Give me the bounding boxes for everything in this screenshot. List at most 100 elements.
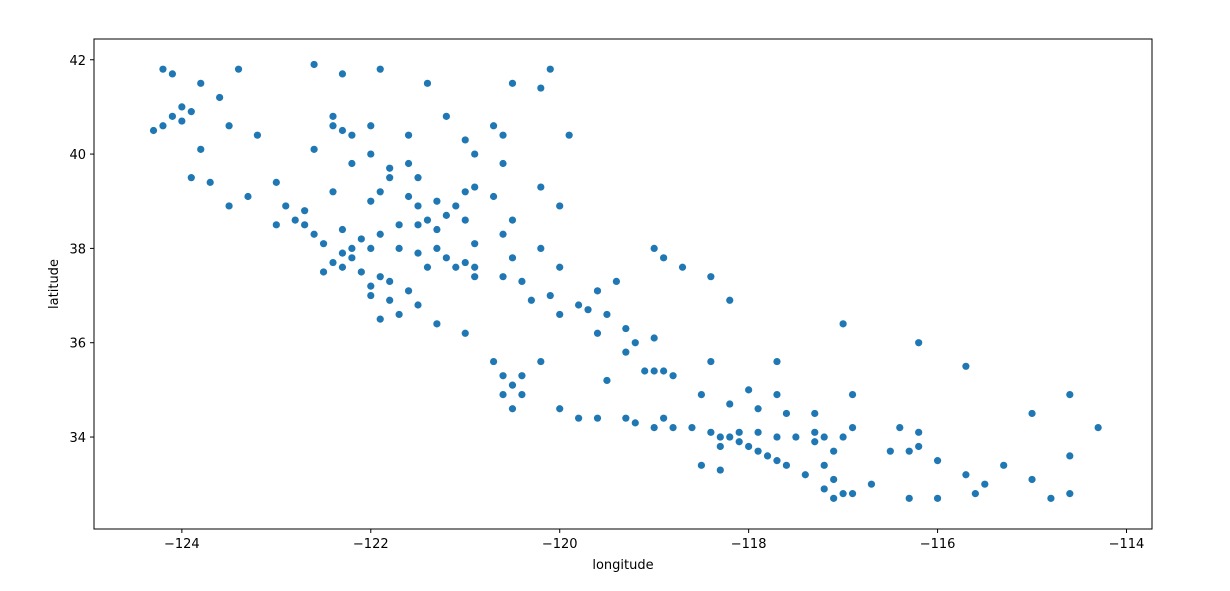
point bbox=[461, 188, 469, 196]
point bbox=[310, 145, 318, 153]
point bbox=[282, 202, 290, 210]
point bbox=[688, 424, 696, 432]
point bbox=[830, 494, 838, 502]
point bbox=[896, 424, 904, 432]
point bbox=[159, 65, 167, 73]
point bbox=[527, 296, 535, 304]
point bbox=[348, 254, 356, 262]
point bbox=[839, 320, 847, 328]
point bbox=[546, 65, 554, 73]
point bbox=[678, 263, 687, 271]
point bbox=[575, 301, 583, 309]
point bbox=[367, 197, 375, 205]
point bbox=[650, 244, 658, 252]
point bbox=[962, 471, 970, 479]
point bbox=[442, 211, 450, 219]
point bbox=[423, 79, 432, 87]
point bbox=[197, 79, 205, 87]
point bbox=[745, 442, 753, 451]
point bbox=[471, 263, 479, 271]
point bbox=[225, 202, 233, 210]
point bbox=[272, 221, 280, 229]
point bbox=[981, 480, 989, 488]
point bbox=[933, 457, 942, 465]
point bbox=[461, 258, 469, 267]
x-tick-label: −124 bbox=[164, 537, 200, 552]
point bbox=[622, 348, 630, 356]
point bbox=[310, 60, 318, 69]
point bbox=[811, 438, 819, 446]
point bbox=[386, 164, 394, 172]
point bbox=[754, 447, 762, 455]
point bbox=[1047, 494, 1055, 502]
point bbox=[178, 117, 186, 125]
x-axis-label: longitude bbox=[592, 558, 653, 573]
point bbox=[329, 122, 337, 130]
y-tick-label: 40 bbox=[69, 148, 86, 163]
point bbox=[754, 428, 762, 436]
point bbox=[1028, 409, 1036, 418]
point bbox=[159, 122, 167, 130]
point bbox=[660, 414, 668, 422]
point bbox=[149, 126, 158, 135]
point bbox=[395, 221, 403, 229]
point bbox=[660, 254, 668, 262]
point bbox=[603, 376, 611, 385]
point bbox=[546, 291, 554, 300]
point bbox=[669, 372, 677, 380]
point bbox=[301, 207, 309, 215]
point bbox=[556, 202, 564, 210]
point bbox=[1066, 452, 1074, 460]
point bbox=[508, 79, 517, 87]
point bbox=[225, 122, 233, 130]
point bbox=[716, 466, 724, 474]
point bbox=[933, 494, 942, 502]
point bbox=[376, 315, 384, 323]
point bbox=[811, 409, 819, 418]
point bbox=[187, 174, 195, 182]
point bbox=[565, 131, 573, 139]
point bbox=[471, 183, 479, 191]
point bbox=[291, 216, 299, 224]
point bbox=[650, 367, 658, 375]
point bbox=[811, 428, 819, 436]
point bbox=[442, 254, 450, 262]
x-tick-label: −114 bbox=[1109, 537, 1145, 552]
point bbox=[461, 136, 469, 144]
y-axis-label: latitude bbox=[47, 259, 62, 309]
point bbox=[376, 188, 384, 196]
point bbox=[386, 296, 394, 304]
point bbox=[508, 216, 517, 224]
point bbox=[395, 244, 403, 252]
point bbox=[556, 310, 564, 319]
x-tick-label: −122 bbox=[353, 537, 389, 552]
point bbox=[848, 490, 857, 498]
x-tick-label: −118 bbox=[731, 537, 767, 552]
point bbox=[971, 490, 979, 498]
point bbox=[537, 183, 545, 191]
point bbox=[915, 428, 923, 436]
point bbox=[593, 287, 602, 295]
y-tick-label: 42 bbox=[69, 54, 86, 69]
point bbox=[631, 339, 639, 347]
point bbox=[820, 461, 828, 469]
plot-frame bbox=[93, 38, 1153, 530]
point bbox=[367, 122, 375, 130]
point bbox=[905, 494, 913, 502]
point bbox=[197, 145, 205, 153]
point bbox=[915, 339, 923, 347]
point bbox=[556, 263, 564, 271]
point bbox=[367, 244, 375, 252]
point bbox=[716, 442, 724, 451]
point bbox=[168, 70, 177, 78]
x-tick-label: −116 bbox=[920, 537, 956, 552]
point bbox=[433, 320, 441, 328]
point bbox=[575, 414, 583, 422]
point bbox=[216, 93, 224, 102]
point bbox=[707, 357, 715, 366]
point bbox=[499, 159, 507, 168]
point bbox=[726, 400, 734, 408]
point bbox=[508, 254, 517, 262]
point bbox=[338, 126, 347, 135]
